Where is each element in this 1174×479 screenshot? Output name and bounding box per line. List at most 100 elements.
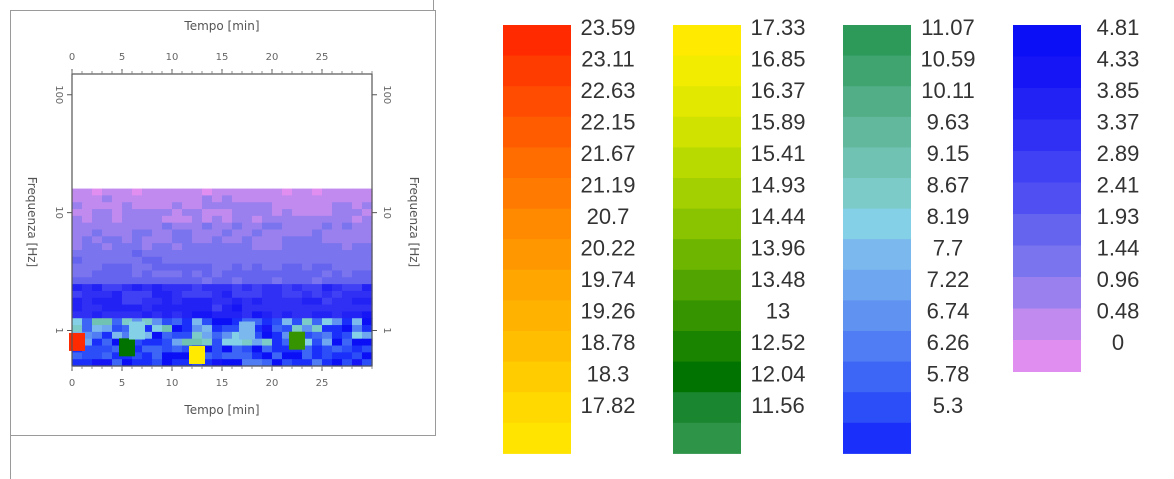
heatmap-cell	[152, 318, 163, 326]
legend-label: 3.85	[1097, 78, 1140, 103]
heatmap-cell	[342, 345, 353, 353]
heatmap-cell	[272, 188, 283, 196]
heatmap-cell	[92, 284, 103, 292]
heatmap-cell	[272, 318, 283, 326]
heatmap-cell	[132, 215, 143, 224]
heatmap-cell	[322, 222, 333, 231]
heatmap-cell	[182, 243, 193, 251]
heatmap-cell	[82, 304, 93, 313]
heatmap-cell	[162, 345, 173, 353]
heatmap-cell	[82, 209, 93, 217]
heatmap-cell	[202, 277, 213, 285]
heatmap-cell	[122, 215, 133, 224]
heatmap-cell	[72, 215, 83, 224]
legend-label: 9.63	[927, 110, 970, 135]
legend-label: 4.81	[1097, 15, 1140, 40]
heatmap-cell	[292, 209, 303, 217]
heatmap-cell	[102, 236, 113, 244]
heatmap-cell	[252, 256, 263, 265]
heatmap-cell	[152, 290, 163, 299]
heatmap-cell	[242, 338, 253, 347]
heatmap-cell	[92, 229, 103, 237]
heatmap-cell	[332, 352, 343, 360]
heatmap-cell	[112, 325, 123, 333]
heatmap-cell	[312, 304, 323, 313]
legend-swatch	[843, 25, 911, 57]
heatmap-cell	[242, 209, 253, 217]
heatmap-cell	[202, 202, 213, 210]
heatmap-cell	[222, 215, 233, 224]
heatmap-cell	[312, 195, 323, 203]
heatmap-cell	[212, 284, 223, 292]
heatmap-cell	[362, 236, 373, 244]
heatmap-cell	[132, 338, 143, 347]
heatmap-cell	[152, 256, 163, 265]
legend-swatch	[1013, 182, 1081, 215]
heatmap-cell	[222, 338, 233, 347]
heatmap-cell	[102, 304, 113, 313]
heatmap-cell	[162, 188, 173, 196]
heatmap-cell	[272, 345, 283, 353]
heatmap-cell	[212, 215, 223, 224]
heatmap-cell	[172, 304, 183, 313]
heatmap-cell	[332, 290, 343, 299]
heatmap-cell	[102, 215, 113, 224]
legend-swatch	[843, 239, 911, 271]
heatmap-cell	[342, 256, 353, 265]
heatmap-cell	[192, 243, 203, 251]
legend-label: 13	[766, 299, 790, 324]
heatmap-cell	[112, 277, 123, 285]
heatmap-cell	[252, 318, 263, 326]
heatmap-cell	[332, 229, 343, 237]
heatmap-cell	[112, 311, 123, 319]
x-tick-label-top: 5	[119, 52, 125, 63]
heatmap-cell	[342, 270, 353, 278]
heatmap-cell	[302, 188, 313, 196]
legend-label: 0.96	[1097, 267, 1140, 292]
legend-label: 13.96	[750, 236, 805, 261]
heatmap-cell	[212, 318, 223, 326]
heatmap-cell	[282, 249, 293, 258]
heatmap-cell	[302, 345, 313, 353]
heatmap-cell	[292, 263, 303, 272]
heatmap-cell	[182, 304, 193, 313]
heatmap-cell	[132, 359, 143, 367]
heatmap-cell	[112, 338, 123, 347]
heatmap-cell	[142, 318, 153, 326]
heatmap-cell	[192, 290, 203, 299]
heatmap-cell	[82, 270, 93, 278]
heatmap-cell	[222, 304, 233, 313]
legend-label: 20.7	[587, 204, 630, 229]
heatmap-cell	[212, 345, 223, 353]
legend-swatch	[503, 300, 571, 332]
legend-swatch	[673, 392, 741, 424]
heatmap-cell	[262, 331, 273, 340]
heatmap-cell	[362, 249, 373, 258]
heatmap-cell	[202, 345, 213, 353]
heatmap-highlight-cell	[69, 332, 85, 351]
heatmap-cell	[222, 270, 233, 278]
heatmap-cell	[332, 297, 343, 306]
legend-label: 17.33	[750, 15, 805, 40]
legend-label: 8.67	[927, 173, 970, 198]
heatmap-cell	[282, 270, 293, 278]
heatmap-cell	[252, 188, 263, 196]
heatmap-cell	[282, 202, 293, 210]
heatmap-cell	[202, 229, 213, 237]
heatmap-cell	[132, 263, 143, 272]
heatmap-cell	[242, 229, 253, 237]
heatmap-cell	[212, 222, 223, 231]
y-tick-label-left: 100	[53, 85, 64, 104]
legend-label: 15.89	[750, 110, 805, 135]
heatmap-cell	[352, 236, 363, 244]
heatmap-cell	[202, 284, 213, 292]
heatmap-cell	[242, 195, 253, 203]
heatmap-cell	[82, 345, 93, 353]
y-axis-title-right: Frequenza [Hz]	[407, 177, 421, 267]
heatmap-cell	[282, 325, 293, 333]
heatmap-cell	[202, 222, 213, 231]
heatmap-cell	[362, 263, 373, 272]
heatmap-cell	[212, 243, 223, 251]
legend-swatch	[843, 147, 911, 179]
legend-label: 12.52	[750, 330, 805, 355]
